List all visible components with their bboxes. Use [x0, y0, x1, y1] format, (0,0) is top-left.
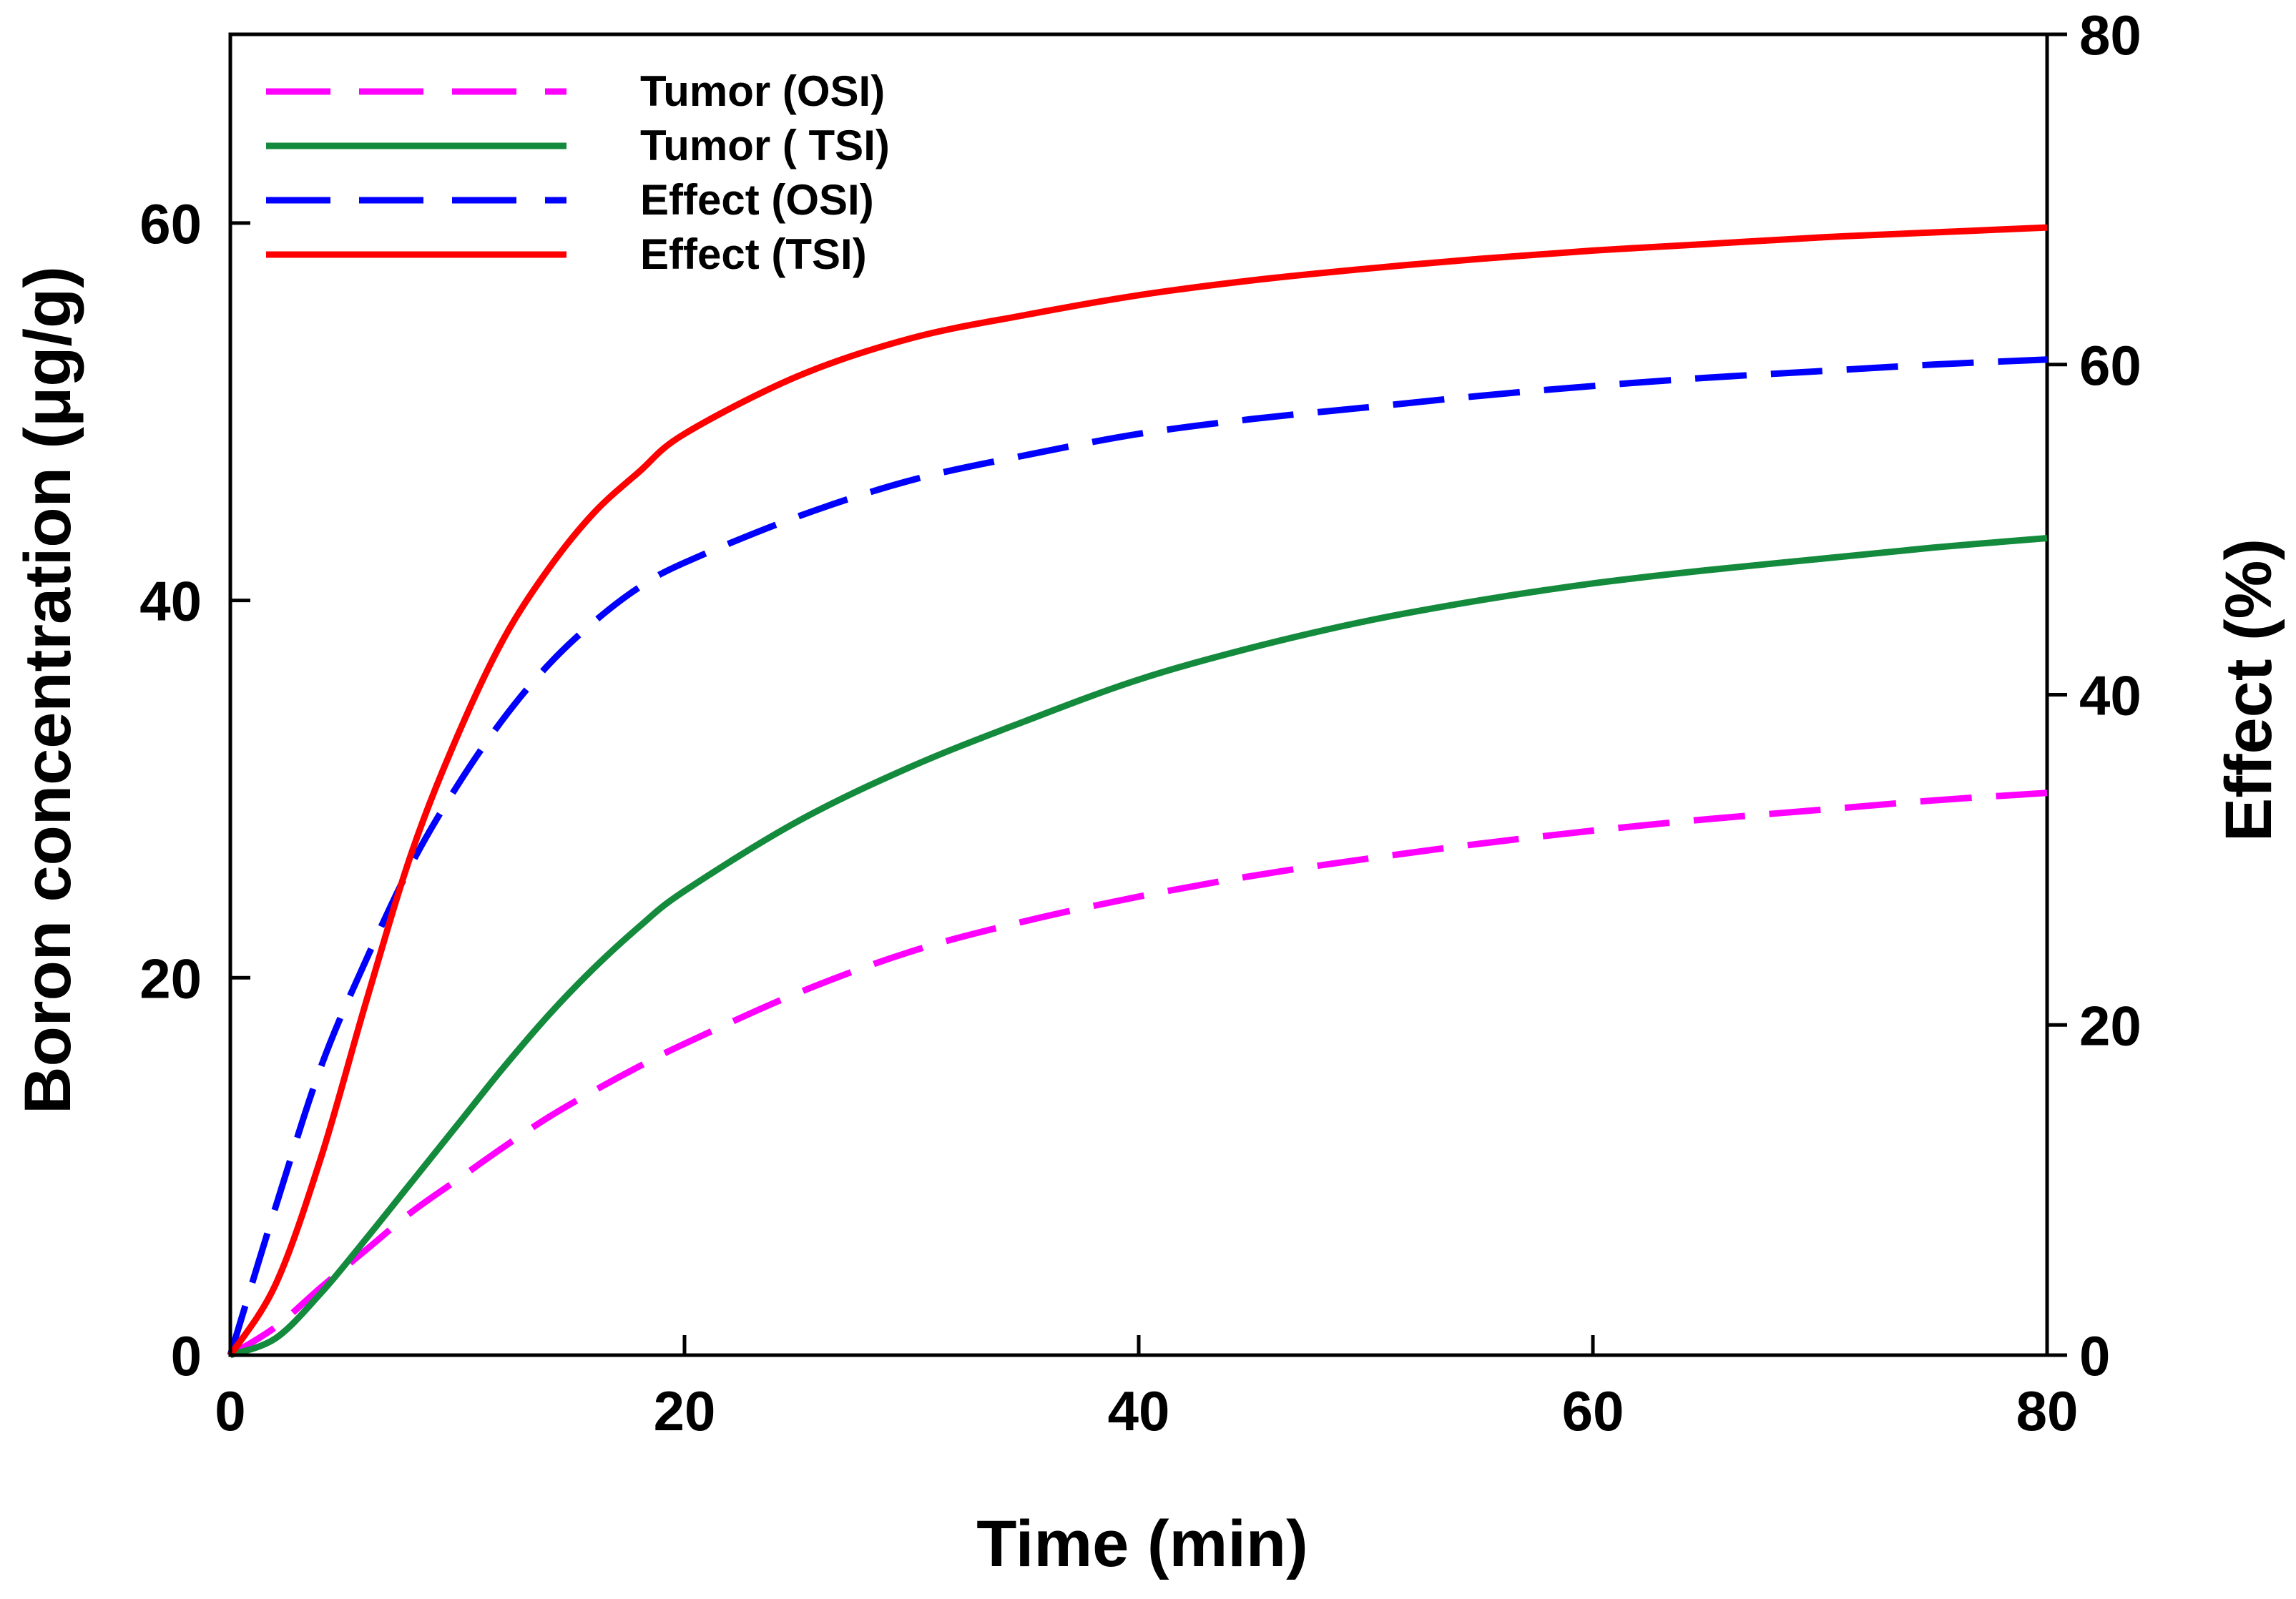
- y2-tick-label: 40: [2079, 664, 2142, 727]
- y2-tick-label: 0: [2079, 1324, 2110, 1387]
- x-tick-label: 80: [2016, 1379, 2079, 1442]
- y2-tick-label: 20: [2079, 994, 2142, 1057]
- y2-axis-title: Effect (%): [2212, 538, 2285, 842]
- x-tick-label: 0: [215, 1379, 245, 1442]
- legend-label: Effect (TSI): [640, 230, 867, 278]
- y-tick-label: 60: [139, 192, 202, 255]
- series-line-effect-tsi: [227, 224, 2048, 1357]
- y-tick-label: 40: [139, 570, 202, 633]
- y-tick-label: 20: [139, 947, 202, 1010]
- y2-tick-label: 80: [2079, 4, 2142, 67]
- plot-frame: [228, 32, 2049, 1357]
- y-tick-label: 0: [171, 1324, 202, 1387]
- series-line-tumor-osi: [228, 789, 2048, 1358]
- legend-label: Tumor ( TSI): [640, 122, 890, 169]
- series-layer: [227, 224, 2048, 1359]
- legend-label: Effect (OSI): [640, 176, 874, 224]
- x-tick-label: 40: [1108, 1379, 1170, 1442]
- legend-label: Tumor (OSI): [640, 67, 885, 115]
- legend: Tumor (OSI) Tumor ( TSI) Effect (OSI) Effec…: [266, 67, 890, 278]
- x-axis-title: Time (min): [976, 1507, 1308, 1580]
- x-tick-label: 20: [654, 1379, 716, 1442]
- series-line-effect-osi: [227, 356, 2048, 1357]
- series-line-tumor-tsi: [229, 535, 2048, 1359]
- y-axis-title: Boron concentration (μg/g): [11, 266, 84, 1114]
- plot-border: [228, 32, 2049, 1357]
- x-tick-label: 60: [1562, 1379, 1624, 1442]
- y2-tick-label: 60: [2079, 334, 2142, 397]
